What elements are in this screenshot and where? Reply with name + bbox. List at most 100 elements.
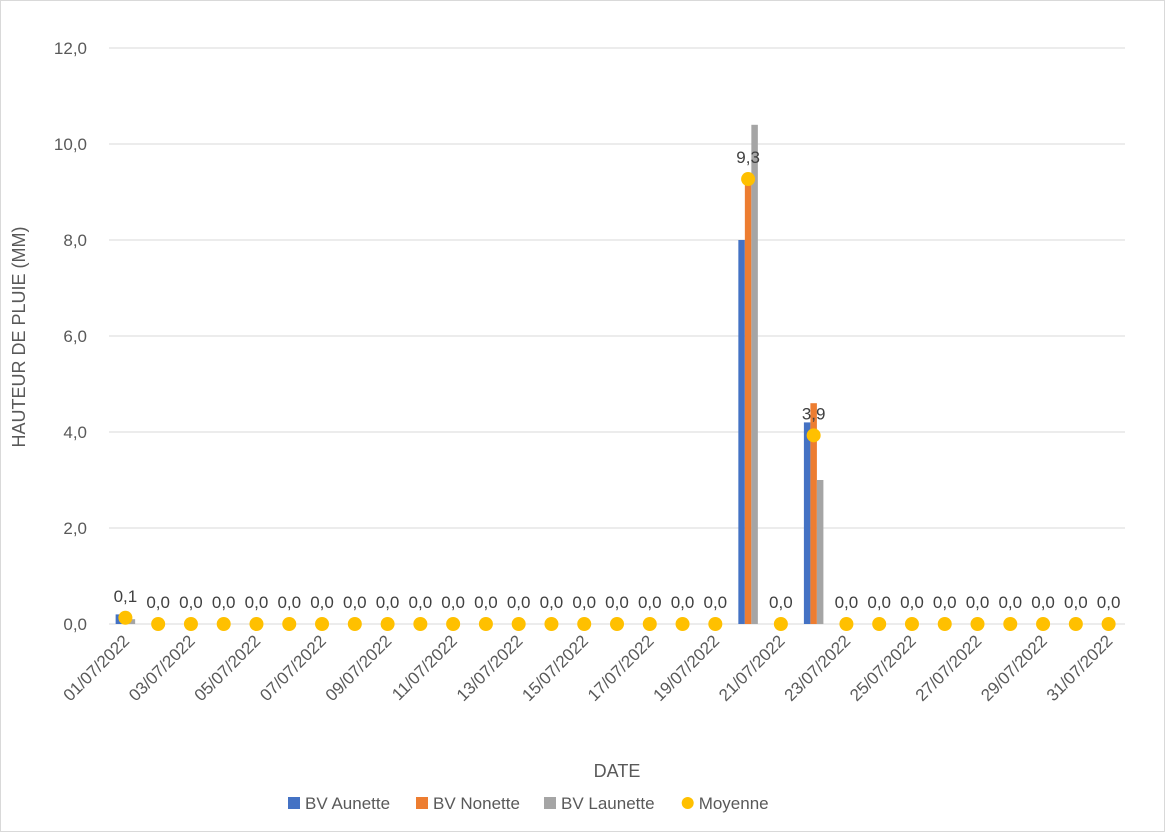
data-label: 0,0 — [605, 593, 629, 612]
data-label: 0,1 — [114, 587, 138, 606]
legend-label: BV Aunette — [305, 794, 390, 813]
y-tick-label: 0,0 — [63, 615, 87, 634]
bar — [744, 177, 752, 624]
data-label: 0,0 — [966, 593, 990, 612]
data-label: 0,0 — [998, 593, 1022, 612]
data-label: 0,0 — [376, 593, 400, 612]
data-label: 3,9 — [802, 404, 826, 423]
legend-label: BV Nonette — [433, 794, 520, 813]
average-marker — [937, 617, 952, 631]
average-marker — [872, 617, 887, 631]
data-label: 0,0 — [507, 593, 531, 612]
legend-label: BV Launette — [561, 794, 655, 813]
x-tick-label: 09/07/2022 — [322, 631, 396, 705]
average-marker — [347, 617, 362, 631]
data-label: 0,0 — [540, 593, 564, 612]
data-label: 0,0 — [409, 593, 433, 612]
average-marker — [544, 617, 559, 631]
data-label: 0,0 — [638, 593, 662, 612]
x-tick-label: 29/07/2022 — [977, 631, 1051, 705]
legend: BV Aunette BV Nonette BV Launette Moyenne — [288, 794, 769, 813]
legend-swatch — [416, 797, 428, 809]
x-tick-label: 13/07/2022 — [453, 631, 527, 705]
x-tick-label: 31/07/2022 — [1043, 631, 1117, 705]
average-marker — [446, 617, 461, 631]
x-tick-label: 03/07/2022 — [125, 631, 199, 705]
y-tick-label: 8,0 — [63, 231, 87, 250]
data-label: 0,0 — [867, 593, 891, 612]
y-tick-label: 12,0 — [54, 39, 87, 58]
average-marker — [1068, 617, 1083, 631]
data-label: 0,0 — [572, 593, 596, 612]
average-marker — [380, 617, 395, 631]
average-marker — [249, 617, 264, 631]
x-tick-label: 21/07/2022 — [715, 631, 789, 705]
average-marker — [478, 617, 493, 631]
average-marker — [610, 617, 624, 631]
average-marker — [183, 617, 198, 631]
average-marker — [675, 617, 690, 631]
bar — [803, 422, 811, 624]
x-tick-label: 17/07/2022 — [584, 631, 658, 705]
x-tick-label: 23/07/2022 — [781, 631, 855, 705]
data-labels: 0,1 0,0 0,0 0,0 0,0 0,0 0,0 0,0 0,0 0,0 0,0 0,0 0,0 0… — [114, 148, 1121, 612]
data-label: 0,0 — [441, 593, 465, 612]
data-label: 0,0 — [310, 593, 334, 612]
average-marker — [773, 617, 788, 631]
average-marker — [1036, 617, 1051, 631]
data-label: 0,0 — [835, 593, 859, 612]
data-label: 0,0 — [179, 593, 203, 612]
x-tick-label: 05/07/2022 — [191, 631, 265, 705]
bar — [128, 619, 136, 624]
average-marker — [839, 617, 854, 631]
y-tick-label: 10,0 — [54, 135, 87, 154]
average-marker — [216, 617, 231, 631]
average-marker — [511, 617, 526, 631]
bar — [816, 480, 824, 624]
data-label: 0,0 — [900, 593, 924, 612]
average-marker — [741, 172, 756, 187]
average-marker — [577, 617, 592, 631]
x-axis-ticks: 01/07/202203/07/202205/07/202207/07/2022… — [60, 631, 1117, 705]
data-label: 0,0 — [245, 593, 269, 612]
legend-swatch — [544, 797, 556, 809]
bar — [810, 403, 817, 624]
bar — [738, 240, 745, 624]
y-axis-title: HAUTEUR DE PLUIE (MM) — [9, 226, 29, 447]
y-tick-label: 2,0 — [63, 519, 87, 538]
x-tick-label: 27/07/2022 — [912, 631, 986, 705]
data-label: 0,0 — [769, 593, 793, 612]
legend-swatch — [288, 797, 300, 809]
average-marker — [315, 617, 330, 631]
x-tick-label: 15/07/2022 — [518, 631, 592, 705]
data-label: 0,0 — [277, 593, 301, 612]
average-marker — [151, 617, 166, 631]
data-label: 9,3 — [736, 148, 760, 167]
y-axis-ticks: 0,0 2,0 4,0 6,0 8,0 10,0 12,0 — [54, 39, 87, 634]
x-tick-label: 19/07/2022 — [650, 631, 724, 705]
x-axis-title: DATE — [594, 761, 641, 781]
gridlines — [109, 47, 1125, 625]
average-marker — [970, 617, 985, 631]
x-tick-label: 01/07/2022 — [60, 631, 134, 705]
data-label: 0,0 — [1097, 593, 1121, 612]
data-label: 0,0 — [1031, 593, 1055, 612]
average-marker — [118, 610, 133, 625]
x-tick-label: 11/07/2022 — [388, 631, 461, 704]
average-marker — [904, 617, 919, 631]
data-label: 0,0 — [212, 593, 236, 612]
average-marker — [1101, 617, 1116, 631]
x-tick-label: 07/07/2022 — [256, 631, 330, 705]
bar — [751, 124, 758, 625]
legend-marker — [681, 797, 694, 809]
data-label: 0,0 — [474, 593, 498, 612]
data-label: 0,0 — [146, 593, 170, 612]
average-marker — [642, 617, 657, 631]
average-marker — [413, 617, 428, 631]
data-label: 0,0 — [343, 593, 367, 612]
data-label: 0,0 — [933, 593, 957, 612]
data-label: 0,0 — [671, 593, 695, 612]
average-marker — [708, 617, 723, 631]
